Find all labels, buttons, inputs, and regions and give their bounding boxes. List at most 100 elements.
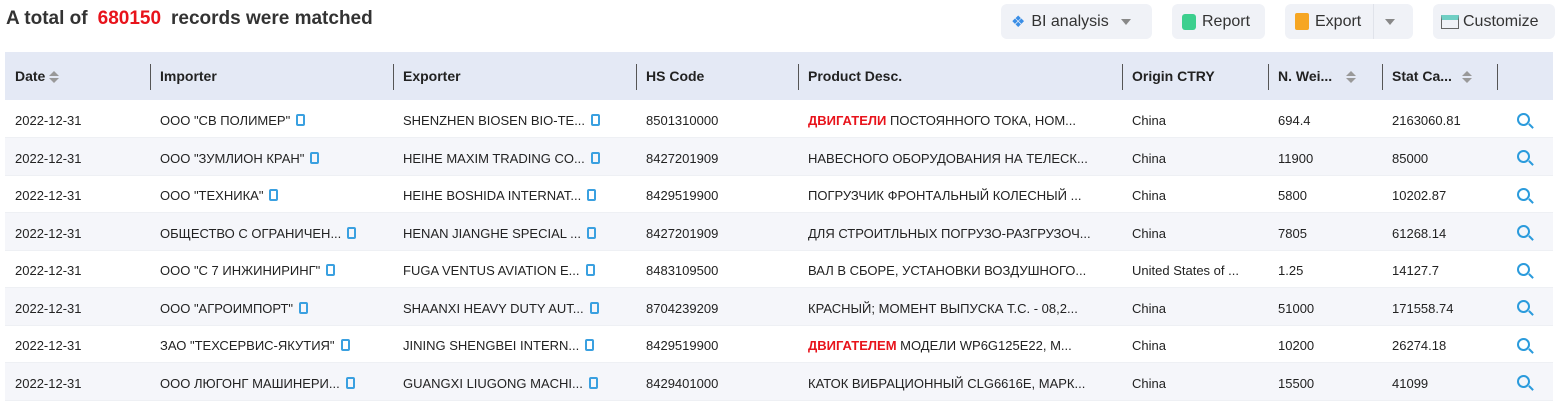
exporter-cell[interactable]: HEIHE MAXIM TRADING CO...	[393, 137, 636, 176]
desc-text: НАВЕСНОГО ОБОРУДОВАНИЯ НА ТЕЛЕСК...	[808, 150, 1088, 166]
exporter-name[interactable]: GUANGXI LIUGONG MACHI...	[403, 375, 583, 391]
copy-icon[interactable]	[586, 226, 596, 239]
importer-name[interactable]: ООО "С 7 ИНЖИНИРИНГ"	[160, 263, 321, 279]
importer-name[interactable]: ООО "АГРОИМПОРТ"	[160, 300, 294, 316]
exporter-name[interactable]: JINING SHENGBEI INTERN...	[403, 338, 580, 354]
importer-cell[interactable]: ООО ЛЮГОНГ МАШИНЕРИ...	[150, 362, 393, 401]
customize-button[interactable]: Customize	[1433, 4, 1555, 39]
importer-cell[interactable]: ЗАО "ТЕХСЕРВИС-ЯКУТИЯ"	[150, 325, 393, 363]
search-icon[interactable]	[1517, 187, 1530, 201]
copy-icon[interactable]	[347, 226, 357, 239]
col-date[interactable]: Date	[5, 52, 150, 100]
export-dropdown[interactable]	[1373, 4, 1405, 39]
importer-cell[interactable]: ОБЩЕСТВО С ОГРАНИЧЕН...	[150, 212, 393, 251]
copy-icon[interactable]	[296, 114, 306, 126]
col-label: Date	[15, 68, 46, 84]
copy-icon[interactable]	[587, 189, 597, 202]
copy-icon[interactable]	[326, 264, 336, 277]
table-header: Date Importer Exporter HS Code Product D…	[5, 52, 1553, 100]
date-cell: 2022-12-31	[5, 362, 150, 401]
hs-code-cell: 8427201909	[636, 212, 798, 251]
importer-name[interactable]: ООО ЛЮГОНГ МАШИНЕРИ...	[160, 375, 340, 391]
table-row: 2022-12-31 ЗАО "ТЕХСЕРВИС-ЯКУТИЯ" JINING S…	[5, 325, 1553, 363]
export-button[interactable]: Export	[1285, 4, 1413, 39]
copy-icon[interactable]	[269, 189, 279, 202]
date-cell: 2022-12-31	[5, 212, 150, 251]
search-icon[interactable]	[1517, 337, 1530, 351]
exporter-name[interactable]: HEIHE MAXIM TRADING CO...	[403, 150, 585, 166]
hs-code-cell: 8483109500	[636, 250, 798, 288]
col-net-weight[interactable]: N. Wei...	[1268, 52, 1382, 100]
search-icon[interactable]	[1517, 112, 1530, 126]
hs-code-cell: 8704239209	[636, 287, 798, 326]
col-actions	[1497, 52, 1553, 100]
hs-code-cell: 8429401000	[636, 362, 798, 401]
chevron-down-icon	[1384, 18, 1395, 25]
exporter-name[interactable]: SHENZHEN BIOSEN BIO-TE...	[403, 113, 586, 128]
exporter-cell[interactable]: SHENZHEN BIOSEN BIO-TE...	[393, 100, 636, 138]
sort-icon[interactable]	[49, 71, 60, 84]
table-row: 2022-12-31 ООО "ЗУМЛИОН КРАН" HEIHE MAXIM …	[5, 137, 1553, 176]
action-cell	[1497, 212, 1553, 251]
col-stat-value[interactable]: Stat Ca...	[1382, 52, 1497, 100]
action-cell	[1497, 325, 1553, 363]
hs-code-cell: 8427201909	[636, 137, 798, 176]
desc-text: ПОГРУЗЧИК ФРОНТАЛЬНЫЙ КОЛЕСНЫЙ ...	[808, 188, 1082, 204]
summary-prefix: A total of	[6, 8, 88, 29]
stat-value-cell: 41099	[1382, 362, 1497, 401]
stat-value-cell: 10202.87	[1382, 175, 1497, 213]
importer-cell[interactable]: ООО "СВ ПОЛИМЕР"	[150, 100, 393, 138]
copy-icon[interactable]	[585, 339, 595, 352]
weight-cell: 51000	[1268, 287, 1382, 326]
exporter-name[interactable]: HEIHE BOSHIDA INTERNAT...	[403, 188, 582, 204]
importer-name[interactable]: ОБЩЕСТВО С ОГРАНИЧЕН...	[160, 225, 342, 241]
importer-name[interactable]: ООО "СВ ПОЛИМЕР"	[160, 113, 291, 128]
table-row: 2022-12-31 ООО "АГРОИМПОРТ" SHAANXI HEAVY …	[5, 287, 1553, 326]
copy-icon[interactable]	[588, 376, 598, 389]
importer-cell[interactable]: ООО "С 7 ИНЖИНИРИНГ"	[150, 250, 393, 288]
weight-cell: 694.4	[1268, 100, 1382, 138]
importer-cell[interactable]: ООО "АГРОИМПОРТ"	[150, 287, 393, 326]
importer-cell[interactable]: ООО "ЗУМЛИОН КРАН"	[150, 137, 393, 176]
search-icon[interactable]	[1517, 150, 1530, 164]
importer-name[interactable]: ЗАО "ТЕХСЕРВИС-ЯКУТИЯ"	[160, 338, 335, 354]
copy-icon[interactable]	[310, 151, 320, 164]
table-row: 2022-12-31 ООО "СВ ПОЛИМЕР" SHENZHEN BIOSE…	[5, 100, 1553, 138]
action-cell	[1497, 287, 1553, 326]
exporter-cell[interactable]: HEIHE BOSHIDA INTERNAT...	[393, 175, 636, 213]
action-cell	[1497, 362, 1553, 401]
importer-name[interactable]: ООО "ЗУМЛИОН КРАН"	[160, 150, 305, 166]
copy-icon[interactable]	[585, 264, 595, 277]
importer-name[interactable]: ООО "ТЕХНИКА"	[160, 188, 264, 204]
copy-icon[interactable]	[340, 339, 350, 352]
exporter-name[interactable]: SHAANXI HEAVY DUTY AUT...	[403, 300, 584, 316]
search-icon[interactable]	[1517, 300, 1530, 314]
copy-icon[interactable]	[299, 301, 309, 314]
report-button[interactable]: Report	[1172, 4, 1265, 39]
sort-icon[interactable]	[1346, 71, 1357, 84]
copy-icon[interactable]	[590, 151, 600, 164]
exporter-name[interactable]: HENAN JIANGHE SPECIAL ...	[403, 225, 581, 241]
exporter-cell[interactable]: HENAN JIANGHE SPECIAL ...	[393, 212, 636, 251]
export-icon	[1295, 13, 1309, 30]
table-row: 2022-12-31 ОБЩЕСТВО С ОГРАНИЧЕН... HENAN J…	[5, 212, 1553, 251]
importer-cell[interactable]: ООО "ТЕХНИКА"	[150, 175, 393, 213]
bi-analysis-button[interactable]: ❖ BI analysis	[1001, 4, 1152, 39]
copy-icon[interactable]	[591, 114, 601, 126]
copy-icon[interactable]	[589, 301, 599, 314]
copy-icon[interactable]	[345, 376, 355, 389]
exporter-cell[interactable]: FUGA VENTUS AVIATION E...	[393, 250, 636, 288]
desc-text: МОДЕЛИ WP6G125E22, М...	[896, 338, 1072, 354]
col-label: Product Desc.	[808, 68, 903, 84]
exporter-cell[interactable]: GUANGXI LIUGONG MACHI...	[393, 362, 636, 401]
exporter-cell[interactable]: JINING SHENGBEI INTERN...	[393, 325, 636, 363]
sort-icon[interactable]	[1461, 71, 1472, 84]
exporter-name[interactable]: FUGA VENTUS AVIATION E...	[403, 263, 580, 279]
col-hs-code: HS Code	[636, 52, 798, 100]
search-icon[interactable]	[1517, 225, 1530, 239]
product-desc-cell: КАТОК ВИБРАЦИОННЫЙ CLG6616E, МАРК...	[798, 362, 1122, 401]
columns-icon	[1441, 14, 1459, 29]
search-icon[interactable]	[1517, 375, 1530, 389]
search-icon[interactable]	[1517, 262, 1530, 276]
exporter-cell[interactable]: SHAANXI HEAVY DUTY AUT...	[393, 287, 636, 326]
